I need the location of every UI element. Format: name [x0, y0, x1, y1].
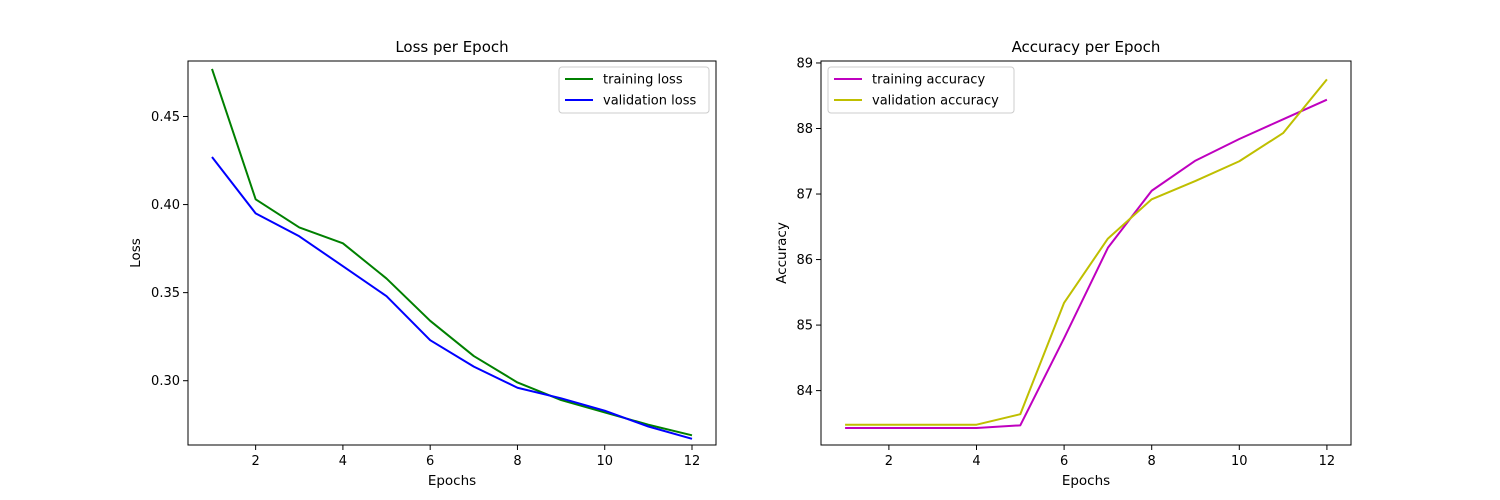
- loss-y-tick-label: 0.35: [151, 286, 180, 301]
- loss-y-tick-label: 0.45: [151, 110, 180, 125]
- accuracy-plot-frame: [820, 60, 1352, 446]
- accuracy-y-tick-label: 88: [796, 122, 813, 137]
- loss-legend-label-0: training loss: [603, 73, 683, 88]
- loss-chart: Loss per Epoch 2 4 6 8 10 12 0.30 0.35 0.40 0.45 t…: [128, 38, 717, 489]
- loss-x-tick-label: 4: [339, 454, 347, 469]
- loss-y-tick-label: 0.30: [151, 374, 180, 389]
- accuracy-y-tick-label: 85: [796, 319, 813, 334]
- accuracy-legend-label-0: training accuracy: [872, 73, 985, 88]
- loss-chart-title: Loss per Epoch: [395, 38, 508, 56]
- accuracy-y-tick-label: 86: [796, 253, 813, 268]
- accuracy-legend-box: [827, 66, 1015, 114]
- accuracy-series-line-1: [845, 78, 1328, 426]
- accuracy-legend-label-1: validation accuracy: [872, 94, 999, 109]
- loss-legend-box: [558, 66, 710, 114]
- accuracy-y-tick-label: 89: [796, 56, 813, 71]
- accuracy-x-tick-label: 2: [885, 454, 893, 469]
- loss-y-axis-label: Loss: [128, 238, 144, 268]
- accuracy-chart: Accuracy per Epoch 2 4 6 8 10 12 84 85 86 87 88 89 t…: [774, 38, 1352, 489]
- loss-x-tick-label: 12: [684, 454, 701, 469]
- loss-x-tick-label: 10: [596, 454, 613, 469]
- accuracy-x-tick-label: 10: [1231, 454, 1248, 469]
- loss-series-line-1: [211, 156, 693, 440]
- loss-legend: training loss validation loss: [558, 66, 710, 114]
- accuracy-x-tick-label: 4: [972, 454, 980, 469]
- accuracy-x-axis-label: Epochs: [1062, 473, 1110, 489]
- accuracy-x-tick-label: 8: [1148, 454, 1156, 469]
- accuracy-chart-title: Accuracy per Epoch: [1012, 38, 1161, 56]
- accuracy-x-tick-label: 6: [1060, 454, 1068, 469]
- loss-x-axis-label: Epochs: [428, 473, 476, 489]
- accuracy-y-tick-label: 87: [796, 188, 813, 203]
- accuracy-legend: training accuracy validation accuracy: [827, 66, 1015, 114]
- loss-plot-frame: [187, 60, 717, 446]
- loss-x-tick-label: 2: [251, 454, 259, 469]
- loss-series-line-0: [211, 68, 693, 437]
- loss-legend-label-1: validation loss: [603, 94, 696, 109]
- accuracy-y-axis-label: Accuracy: [774, 222, 790, 284]
- loss-y-tick-label: 0.40: [151, 198, 180, 213]
- loss-x-tick-label: 6: [426, 454, 434, 469]
- accuracy-y-tick-label: 84: [796, 384, 813, 399]
- accuracy-x-tick-label: 12: [1319, 454, 1336, 469]
- accuracy-series-line-0: [845, 98, 1328, 429]
- loss-x-tick-label: 8: [513, 454, 521, 469]
